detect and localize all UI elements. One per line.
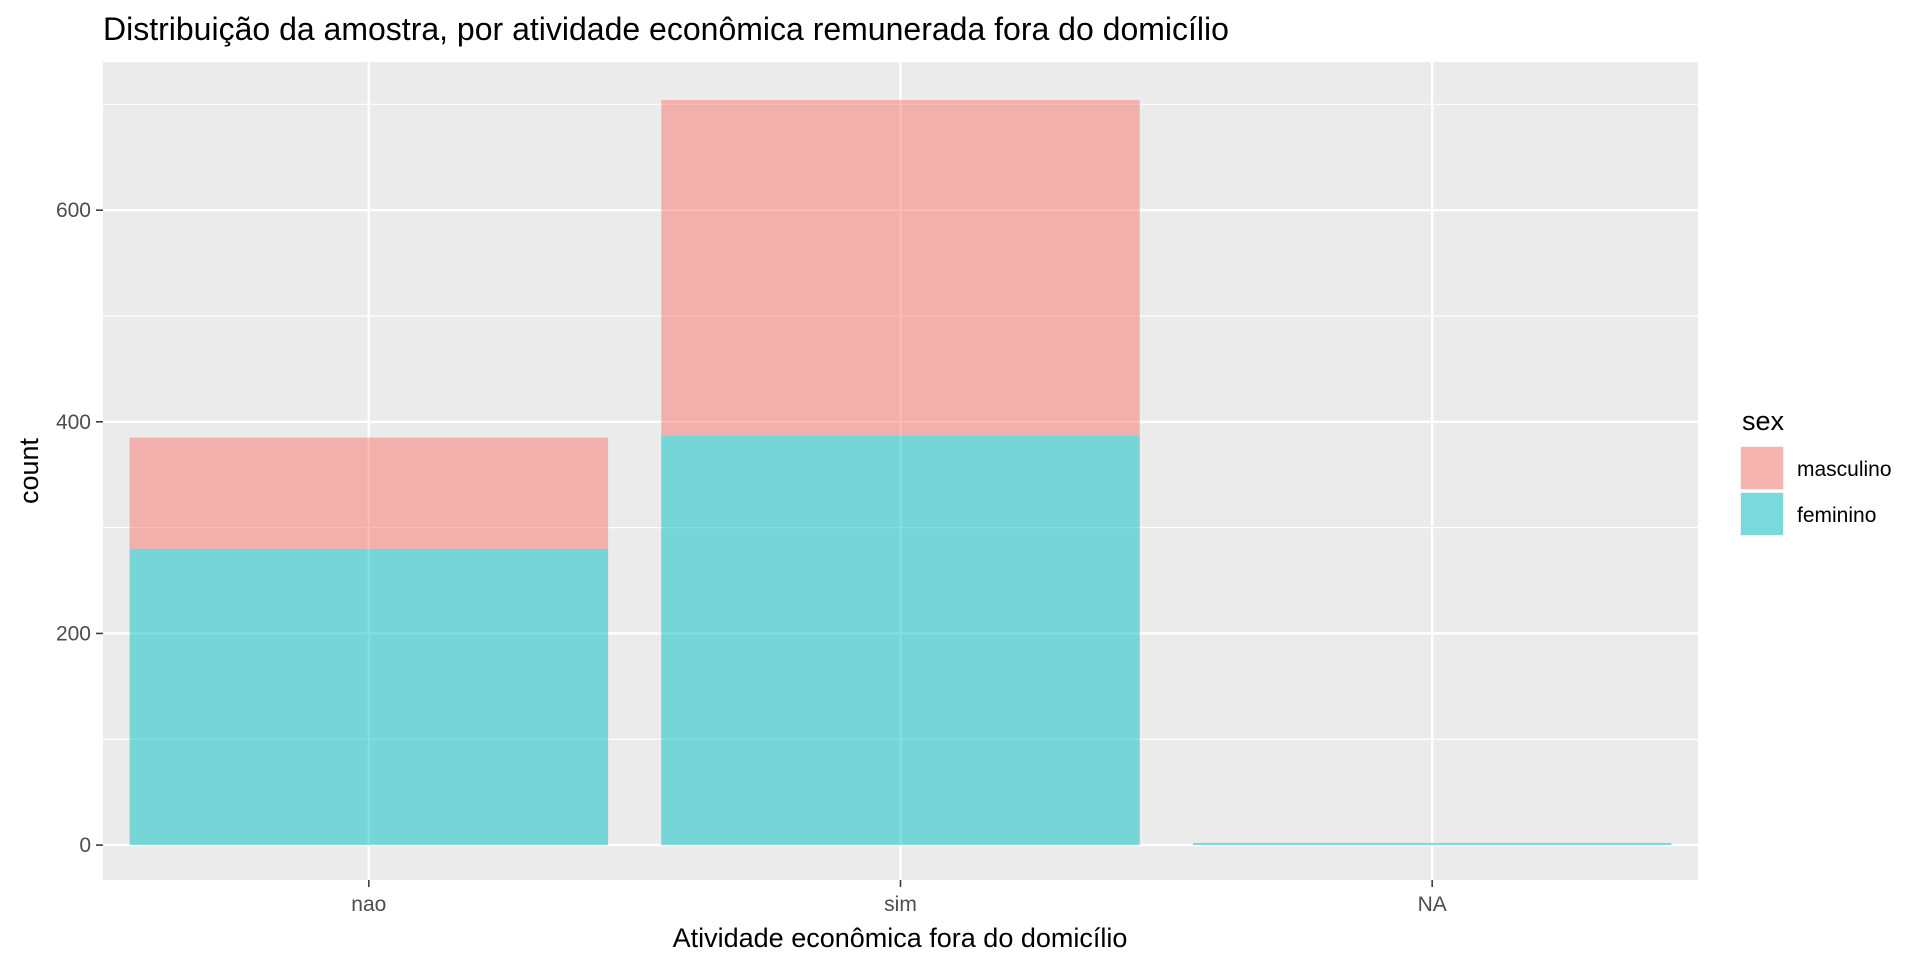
bar-feminino-nao [129,548,609,846]
y-axis: 0 200 400 600 [56,199,103,857]
bars [129,100,1672,846]
legend-swatch-masculino [1741,447,1783,489]
legend-label-feminino: feminino [1797,504,1876,527]
chart-title: Distribuição da amostra, por atividade e… [103,11,1229,47]
x-axis-title: Atividade econômica fora do domicílio [673,923,1128,953]
bar-masculino-sim [661,100,1140,436]
y-tick-label: 0 [79,834,91,857]
x-axis: nao sim NA [351,880,1447,916]
x-tick-label: NA [1418,893,1447,916]
x-tick-label: nao [351,893,386,916]
bar-feminino-sim [661,435,1140,846]
bar-feminino-NA [1192,842,1672,846]
y-tick-label: 600 [56,199,91,222]
y-tick-label: 200 [56,622,91,645]
legend: sex masculino feminino [1740,406,1892,536]
legend-items: masculino feminino [1740,446,1892,536]
legend-label-masculino: masculino [1797,458,1892,481]
legend-title: sex [1742,406,1785,436]
x-tick-label: sim [884,893,917,916]
bar-masculino-nao [129,437,609,549]
legend-swatch-feminino [1741,493,1783,535]
y-tick-label: 400 [56,411,91,434]
y-axis-title: count [14,437,44,504]
